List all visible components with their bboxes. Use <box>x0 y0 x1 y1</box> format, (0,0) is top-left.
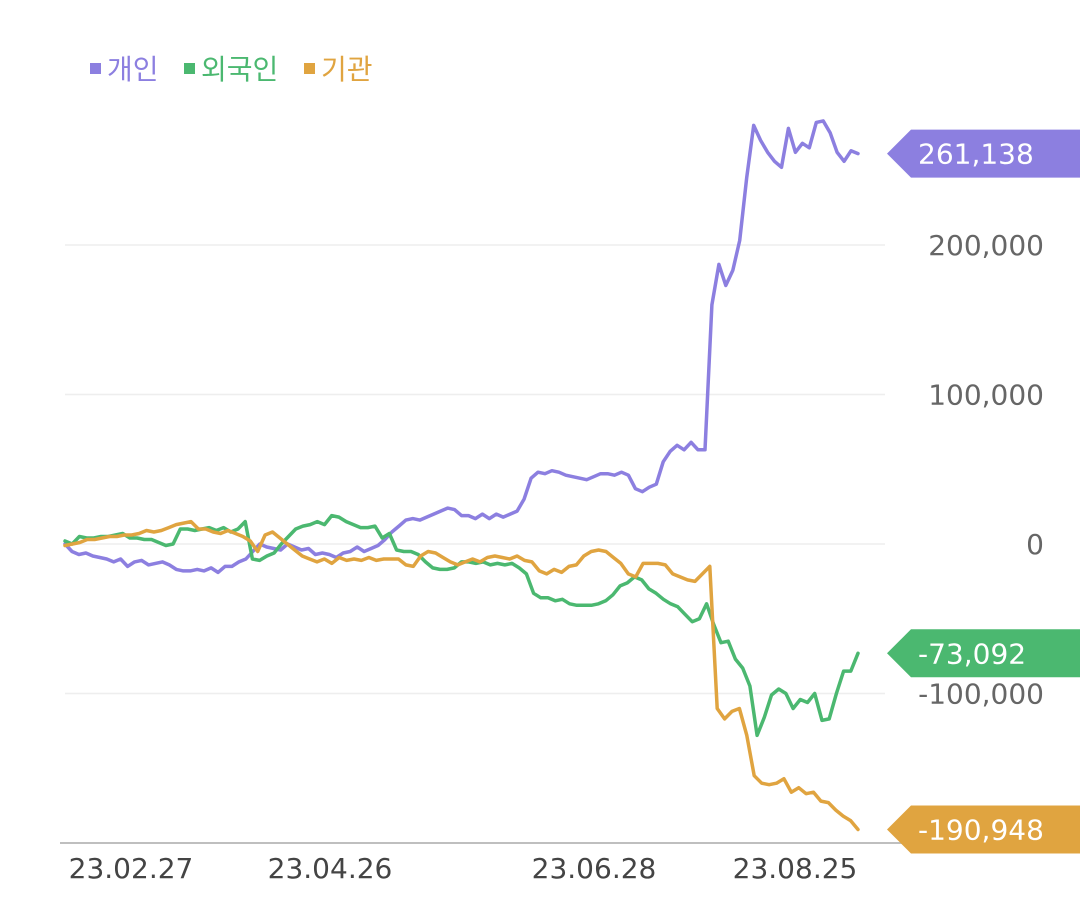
legend-label: 기관 <box>321 53 373 86</box>
legend-swatch <box>184 63 195 74</box>
series-lines <box>63 119 860 832</box>
end-label-foreign: -73,092 <box>887 629 1080 678</box>
legend-item-institution: 기관 <box>304 53 373 86</box>
y-tick-label: 200,000 <box>928 229 1044 262</box>
x-tick-label: 23.02.27 <box>69 852 194 885</box>
y-axis-ticks: 200,000 100,000 0 -100,000 <box>918 229 1044 711</box>
end-label-value: -73,092 <box>918 637 1026 670</box>
gridlines <box>65 244 885 695</box>
end-label-individual: 261,138 <box>887 129 1080 178</box>
x-tick-label: 23.08.25 <box>733 852 858 885</box>
legend-item-foreign: 외국인 <box>184 53 278 86</box>
x-tick-label: 23.06.28 <box>532 852 657 885</box>
y-tick-label: -100,000 <box>918 678 1044 711</box>
end-label-value: 261,138 <box>918 138 1034 171</box>
series-line-foreign <box>63 513 860 738</box>
series-line-individual <box>63 119 860 575</box>
legend-label: 개인 <box>107 53 159 86</box>
legend-item-individual: 개인 <box>90 53 159 86</box>
x-tick-label: 23.04.26 <box>268 852 393 885</box>
legend-swatch <box>90 63 101 74</box>
legend-label: 외국인 <box>201 53 278 86</box>
series-line-institution <box>63 519 860 832</box>
end-label-value: -190,948 <box>918 813 1044 846</box>
legend: 개인 외국인 기관 <box>90 53 373 86</box>
end-label-badge <box>887 805 1080 854</box>
end-label-badge <box>887 129 1080 178</box>
legend-swatch <box>304 63 315 74</box>
end-label-badge <box>887 629 1080 678</box>
y-tick-label: 0 <box>1026 528 1044 561</box>
y-tick-label: 100,000 <box>928 379 1044 412</box>
end-label-institution: -190,948 <box>887 805 1080 854</box>
end-value-labels: 261,138 -73,092 -190,948 <box>887 129 1080 854</box>
x-axis-ticks: 23.02.27 23.04.26 23.06.28 23.08.25 <box>69 852 858 885</box>
